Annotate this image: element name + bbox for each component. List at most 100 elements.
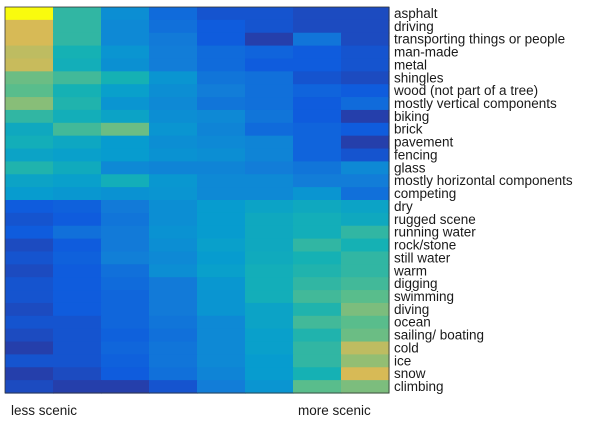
heatmap-cell — [245, 238, 294, 253]
x-end-label: more scenic — [298, 403, 371, 418]
heatmap-cell — [5, 148, 54, 162]
heatmap-cell — [53, 109, 102, 124]
heatmap-cell — [245, 187, 294, 201]
heatmap-cell — [101, 174, 150, 188]
heatmap-cell — [197, 367, 246, 381]
heatmap-cell — [53, 290, 102, 304]
heatmap-cell — [101, 302, 150, 317]
heatmap-cell — [5, 367, 54, 381]
heatmap-cell — [197, 315, 246, 330]
row-label: driving — [394, 19, 434, 34]
heatmap-cell — [341, 45, 390, 60]
heatmap-cell — [53, 315, 102, 330]
heatmap-cell — [53, 58, 102, 72]
heatmap-cell — [5, 380, 54, 394]
heatmap-cell — [197, 187, 246, 201]
heatmap-cell — [293, 109, 342, 124]
row-label: mostly vertical components — [394, 96, 557, 111]
heatmap-cell — [149, 225, 198, 240]
heatmap-cell — [101, 380, 150, 394]
heatmap-cell — [101, 97, 150, 111]
heatmap-cell — [101, 315, 150, 330]
heatmap-cell — [197, 148, 246, 162]
heatmap-cell — [293, 97, 342, 111]
heatmap-cell — [245, 84, 294, 98]
heatmap-cell — [197, 341, 246, 355]
heatmap-cell — [149, 174, 198, 188]
heatmap-cell — [5, 45, 54, 60]
heatmap-cell — [101, 45, 150, 60]
heatmap-cell — [293, 238, 342, 253]
heatmap-cell — [341, 354, 390, 368]
heatmap-cell — [245, 161, 294, 175]
heatmap-cell — [197, 71, 246, 85]
heatmap-cell — [101, 264, 150, 278]
heatmap-cell — [101, 212, 150, 227]
heatmap-cell — [341, 109, 390, 124]
heatmap-cell — [149, 251, 198, 265]
heatmap-cell — [341, 200, 390, 214]
heatmap-cell — [149, 45, 198, 60]
heatmap-cell — [53, 251, 102, 265]
heatmap-cell — [101, 109, 150, 124]
heatmap-cell — [293, 32, 342, 47]
heatmap-cell — [53, 45, 102, 60]
heatmap-cell — [293, 161, 342, 175]
heatmap-cell — [149, 122, 198, 137]
heatmap-cell — [293, 174, 342, 188]
heatmap-cell — [341, 161, 390, 175]
heatmap-cell — [197, 380, 246, 394]
heatmap-cell — [293, 187, 342, 201]
heatmap-cell — [341, 328, 390, 343]
heatmap-cell — [293, 341, 342, 355]
heatmap-cell — [341, 32, 390, 47]
heatmap-cell — [53, 302, 102, 317]
heatmap-cell — [53, 277, 102, 291]
heatmap-cell — [245, 7, 294, 21]
heatmap-cell — [341, 225, 390, 240]
heatmap-cell — [245, 328, 294, 343]
row-label: competing — [394, 186, 456, 201]
row-label: rugged scene — [394, 212, 476, 227]
heatmap-cell — [101, 290, 150, 304]
heatmap-cell — [101, 122, 150, 137]
heatmap-cell — [197, 238, 246, 253]
heatmap-cell — [5, 212, 54, 227]
heatmap-cell — [149, 32, 198, 47]
heatmap-cell — [197, 97, 246, 111]
heatmap-cell — [293, 380, 342, 394]
heatmap-cell — [293, 277, 342, 291]
heatmap-cell — [293, 84, 342, 98]
heatmap-cell — [293, 200, 342, 214]
heatmap-cell — [245, 290, 294, 304]
heatmap-cell — [101, 135, 150, 150]
heatmap-cell — [341, 315, 390, 330]
heatmap-cell — [245, 341, 294, 355]
heatmap-cell — [149, 97, 198, 111]
heatmap-cell — [197, 328, 246, 343]
heatmap-cell — [197, 354, 246, 368]
heatmap-cell — [53, 84, 102, 98]
heatmap-cell — [149, 380, 198, 394]
heatmap-cell — [197, 200, 246, 214]
heatmap-cell — [341, 7, 390, 21]
row-label: rock/stone — [394, 238, 456, 253]
row-label: dry — [394, 199, 413, 214]
heatmap-cell — [53, 97, 102, 111]
heatmap-cell — [101, 161, 150, 175]
heatmap-cell — [197, 45, 246, 60]
heatmap-cell — [197, 302, 246, 317]
heatmap-cell — [341, 264, 390, 278]
heatmap-cell — [101, 19, 150, 34]
heatmap-cell — [197, 225, 246, 240]
heatmap-cell — [197, 212, 246, 227]
row-label: transporting things or people — [394, 32, 565, 47]
heatmap-cell — [5, 302, 54, 317]
heatmap-cell — [149, 341, 198, 355]
heatmap-cell — [245, 302, 294, 317]
row-label: wood (not part of a tree) — [393, 83, 538, 98]
heatmap-cell — [197, 109, 246, 124]
x-start-label: less scenic — [11, 403, 77, 418]
heatmap-cell — [149, 328, 198, 343]
heatmap-cell — [5, 251, 54, 265]
